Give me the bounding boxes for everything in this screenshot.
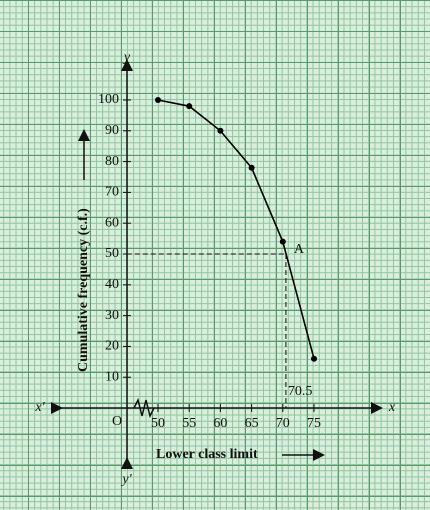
x-axis-title: Lower class limit (156, 447, 258, 462)
y-tick-label: 70 (105, 185, 119, 200)
x-tick-label: 70 (276, 416, 290, 431)
x-annotation-label: 70.5 (288, 384, 313, 399)
x-neg-label: x' (34, 400, 45, 415)
data-point (279, 238, 286, 245)
y-tick-label: 10 (105, 369, 119, 384)
x-label-end: x (388, 400, 396, 415)
data-point (186, 103, 193, 110)
y-label-end: y (122, 50, 131, 65)
y-tick-label: 60 (105, 215, 119, 230)
y-neg-label: y' (120, 472, 132, 487)
annotation-label: A (294, 242, 305, 257)
y-tick-label: 100 (98, 92, 119, 107)
y-tick-label: 90 (105, 123, 119, 138)
x-tick-label: 65 (245, 416, 259, 431)
x-tick-label: 50 (151, 416, 165, 431)
y-axis-title: Cumulative frequency (c.f.) (76, 208, 91, 372)
x-tick-label: 60 (213, 416, 227, 431)
y-tick-label: 50 (105, 246, 119, 261)
y-tick-label: 30 (105, 308, 119, 323)
ogive-line (157, 99, 315, 359)
data-point (248, 164, 255, 171)
data-point (155, 97, 161, 103)
y-tick-label: 80 (105, 154, 119, 169)
origin-label: O (112, 414, 122, 429)
x-tick-label: 55 (182, 416, 196, 431)
y-tick-label: 40 (105, 277, 119, 292)
x-tick-label: 75 (307, 416, 321, 431)
data-point (217, 127, 224, 134)
data-point (311, 355, 317, 362)
y-tick-label: 20 (105, 339, 119, 354)
axis-break (133, 397, 155, 419)
